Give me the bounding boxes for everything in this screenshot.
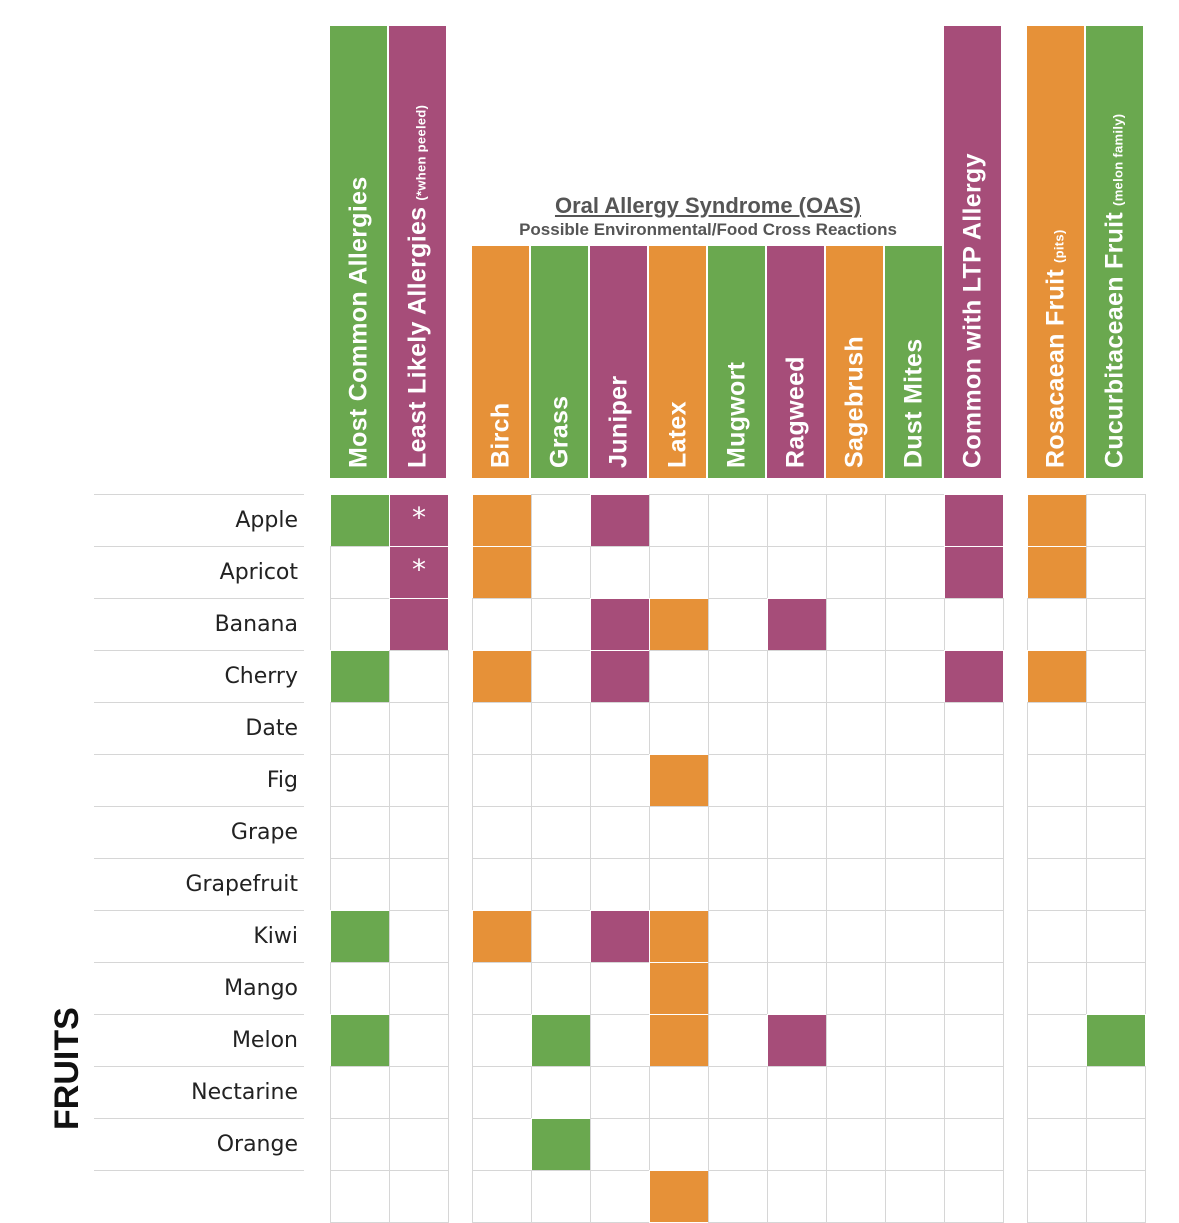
cell-marked (472, 910, 532, 963)
cell-marked (649, 598, 709, 651)
column-header: Least Likely Allergies(*when peeled) (389, 26, 446, 478)
cell-marked (944, 546, 1004, 599)
column-header: Ragweed (767, 246, 824, 478)
column-header: Dust Mites (885, 246, 942, 478)
cell-marked (649, 754, 709, 807)
row-label: Fig (94, 754, 304, 806)
cell-marked (767, 1014, 827, 1067)
column-header: Rosacaean Fruit(pits) (1027, 26, 1084, 478)
row-label: Grape (94, 806, 304, 858)
row-label: Cherry (94, 650, 304, 702)
cell-marked (389, 598, 449, 651)
column-header: Cucurbitaceaen Fruit(melon family) (1086, 26, 1143, 478)
row-label: Kiwi (94, 910, 304, 962)
cell-marked (649, 962, 709, 1015)
column-header: Mugwort (708, 246, 765, 478)
column-headers: Most Common Allergies Least Likely Allerg… (330, 26, 1143, 478)
row-label: Mango (94, 962, 304, 1014)
cell-marked: * (389, 546, 449, 599)
row-labels: Apple Apricot Banana Cherry Date Fig Grape Grap… (94, 494, 304, 1171)
peeled-asterisk: * (412, 501, 426, 534)
row-label: Apple (94, 494, 304, 546)
row-label (94, 1170, 304, 1222)
row-label: Date (94, 702, 304, 754)
row-label: Melon (94, 1014, 304, 1066)
oas-subtitle: Possible Environmental/Food Cross Reacti… (519, 220, 897, 239)
row-label: Grapefruit (94, 858, 304, 910)
row-label: Nectarine (94, 1066, 304, 1118)
column-header: Common with LTP Allergy (944, 26, 1001, 478)
cell-marked (330, 910, 390, 963)
row-label: Banana (94, 598, 304, 650)
row-label: Apricot (94, 546, 304, 598)
section-label: FRUITS (48, 1007, 86, 1130)
cell-marked: * (389, 494, 449, 547)
allergy-chart: Most Common Allergies Least Likely Allerg… (48, 26, 1146, 1223)
cell-marked (531, 1014, 591, 1067)
column-header: Birch (472, 246, 529, 478)
cell-marked (1027, 494, 1087, 547)
cell-marked (330, 494, 390, 547)
cell-marked (330, 1014, 390, 1067)
column-header: Juniper (590, 246, 647, 478)
column-header: Most Common Allergies (330, 26, 387, 478)
cell-marked (330, 650, 390, 703)
column-header: Grass (531, 246, 588, 478)
oas-title: Oral Allergy Syndrome (OAS) (554, 193, 862, 218)
column-header: Latex (649, 246, 706, 478)
peeled-asterisk: * (412, 553, 426, 586)
allergy-grid: * * (330, 494, 1146, 1223)
column-header: Sagebrush (826, 246, 883, 478)
cell-marked (1027, 650, 1087, 703)
row-label: Orange (94, 1118, 304, 1170)
cell-marked (590, 650, 650, 703)
